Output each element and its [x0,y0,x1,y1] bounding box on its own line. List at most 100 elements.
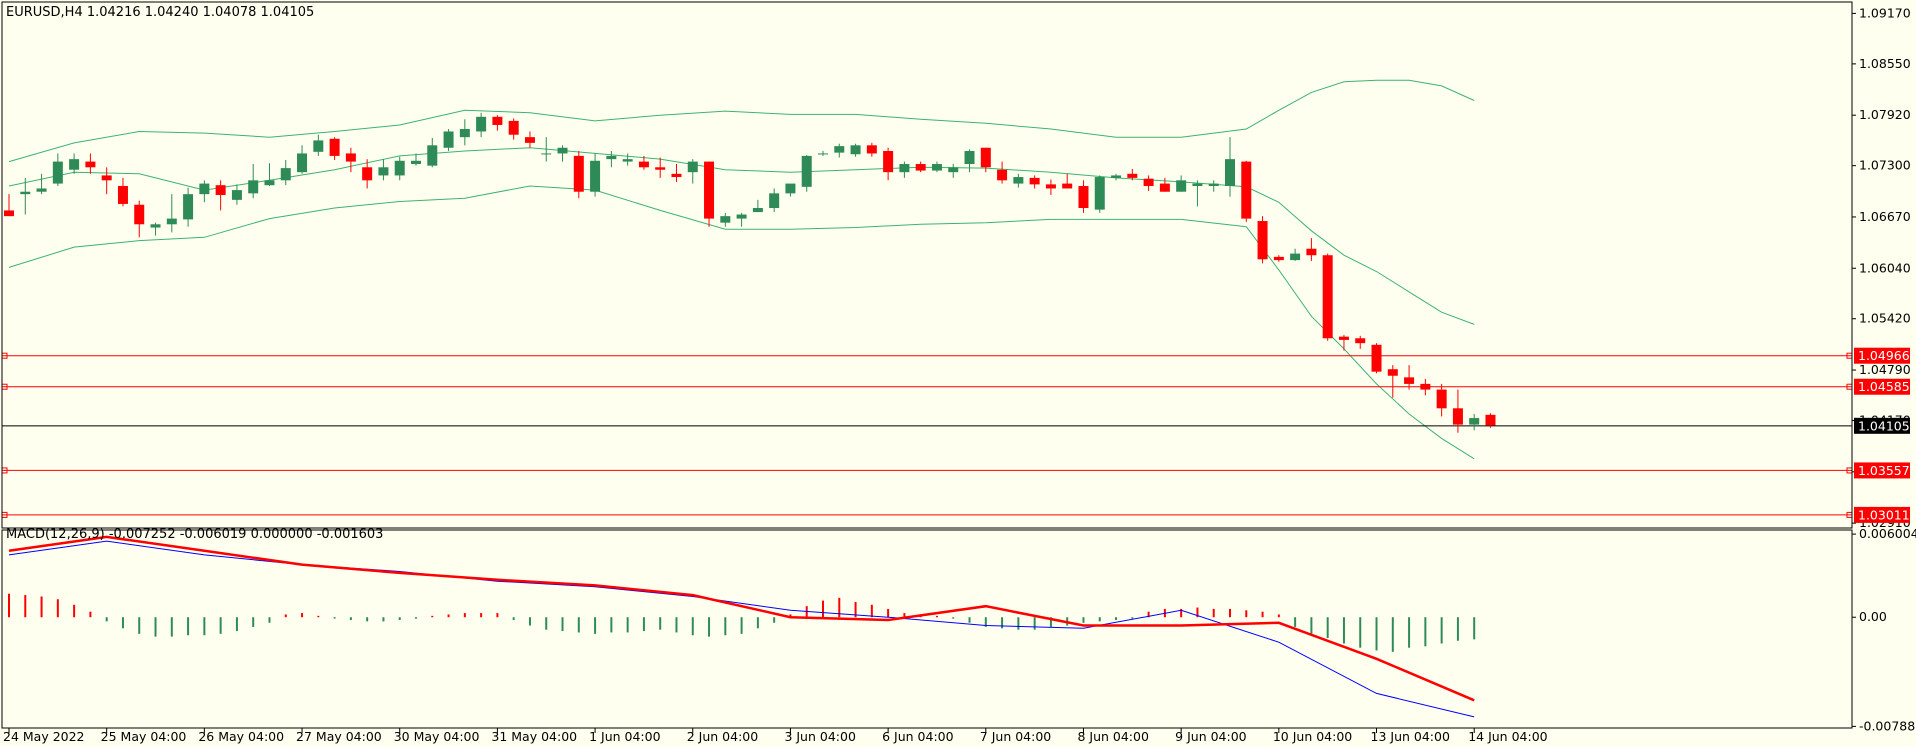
candle-body [1159,183,1170,192]
candle-body [1436,389,1447,409]
y-tick-label: 1.07920 [1859,107,1911,122]
candle-body [280,168,291,181]
candle-body [964,151,975,165]
level-price-label: 1.04585 [1858,379,1910,394]
candle-body [931,164,942,171]
main-pane-frame [1,1,1853,529]
candle-body [883,151,894,173]
y-tick-label: 1.06670 [1859,209,1911,224]
candle-body [264,180,275,186]
macd-header: MACD(12,26,9) -0.007252 -0.006019 0.0000… [6,527,383,542]
axes-frame [1,1,1853,729]
candle-body [1241,161,1252,219]
candle-body [899,164,910,173]
x-tick-label: 31 May 04:00 [491,729,577,744]
candle-body [557,147,568,154]
candle-body [1404,377,1415,384]
level-price-tag [1854,506,1910,523]
candle-body [427,145,438,166]
candle-body [655,167,666,170]
candle-body [915,164,926,171]
candle-body [36,188,47,192]
x-tick-label: 1 Jun 04:00 [589,729,661,744]
candle-body [508,120,519,135]
candle-body [443,131,454,148]
level-price-tag [1854,462,1910,479]
time-axis: 24 May 2022 25 May 04:00 26 May 04:00 27 Ma… [3,728,1548,744]
candle-body [850,145,861,155]
candle-body [622,159,633,162]
candle-body [671,173,682,178]
macd-tick-label: 0.00 [1859,609,1887,624]
candle-body [1111,175,1122,178]
candle-body [818,153,828,155]
candle-body [1192,183,1203,187]
candle-body [1371,344,1382,372]
candle-body [524,137,535,143]
horizontal-levels [1,352,1853,518]
candle-body [736,214,747,219]
candle-body [541,153,552,155]
x-tick-label: 7 Jun 04:00 [980,729,1052,744]
candle-body [1452,408,1463,425]
candle-body [1273,256,1284,261]
x-tick-label: 10 Jun 04:00 [1273,729,1352,744]
candle-body [362,167,373,181]
candle-body [1176,180,1187,192]
y-tick-label: 1.09170 [1859,5,1911,20]
x-tick-label: 6 Jun 04:00 [882,729,954,744]
bollinger-bands [8,79,1475,460]
current-price-tag [1854,417,1910,434]
macd-lines [8,535,1475,718]
x-tick-label: 13 Jun 04:00 [1371,729,1450,744]
candle-body [997,169,1008,181]
candles [4,112,1496,433]
candle-body [313,140,324,152]
candle-body [134,204,145,225]
candle-body [590,160,601,192]
x-tick-label: 14 Jun 04:00 [1468,729,1547,744]
x-tick-label: 26 May 04:00 [198,729,284,744]
bollinger-lower-line [8,185,1475,460]
y-tick-label: 1.07300 [1859,158,1911,173]
macd-histogram [8,593,1476,652]
candle-body [1013,177,1024,184]
x-tick-label: 3 Jun 04:00 [784,729,856,744]
candle-body [1225,159,1235,187]
candle-body [183,194,194,220]
candle-body [687,161,698,173]
current-price-label: 1.04105 [1858,418,1910,433]
candle-body [85,161,96,168]
candle-body [769,193,780,209]
macd-tick-label: -0.007883 [1859,718,1916,733]
candle-body [1143,178,1154,187]
candle-body [638,161,649,168]
candle-body [1127,173,1138,178]
candle-body [801,155,812,187]
candle-body [834,146,845,153]
macd-axis: 0.006004 0.00 -0.007883 [1852,526,1916,733]
candle-body [4,210,14,217]
candle-body [476,116,487,132]
candle-body [1420,383,1431,390]
level-price-tag [1854,378,1910,395]
y-tick-label: 1.05420 [1859,311,1911,326]
candle-body [1322,255,1333,339]
candle-body [248,180,259,194]
candle-body [1257,221,1268,260]
candle-body [1208,183,1219,187]
candle-body [1485,414,1496,426]
candle-body [1290,253,1301,261]
bollinger-middle-line [8,147,1475,325]
candle-body [411,160,421,165]
level-price-label: 1.03557 [1858,463,1910,478]
candle-body [166,218,177,225]
candle-body [704,161,715,219]
candle-body [1469,418,1480,425]
candle-body [1062,183,1073,189]
level-price-tag [1854,347,1910,364]
candle-body [345,153,356,162]
price-axis: 1.09170 1.08550 1.07920 1.07300 1.06670 1.060… [1852,5,1911,530]
